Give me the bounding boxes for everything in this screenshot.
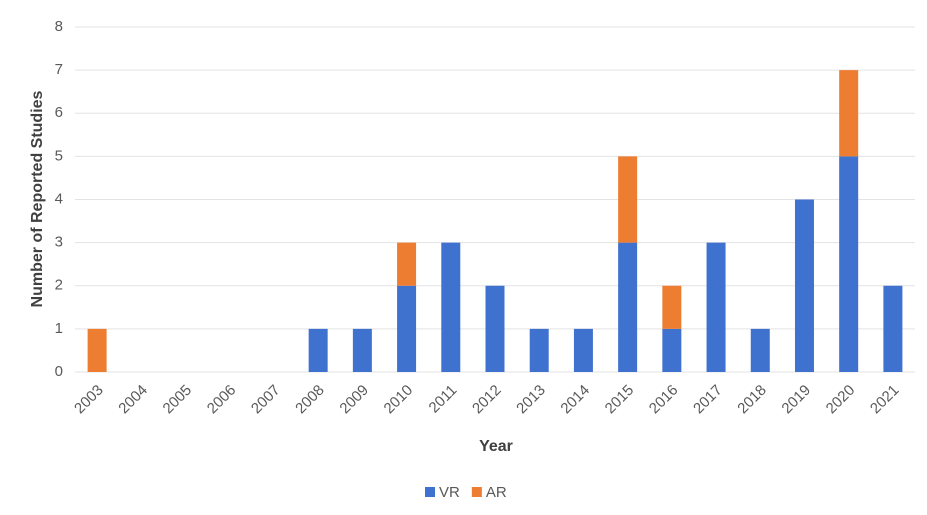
x-tick-label: 2020 (823, 382, 859, 418)
bar-segment (706, 242, 726, 372)
legend-swatch (471, 487, 482, 497)
bar-segment (839, 70, 859, 157)
bar-segment (618, 156, 638, 243)
legend-label: VR (439, 484, 460, 501)
y-tick-label: 8 (55, 18, 63, 35)
x-tick-label: 2015 (602, 382, 638, 418)
y-tick-label: 2 (55, 277, 63, 294)
x-tick-label: 2006 (204, 382, 240, 418)
bar-segment (573, 328, 593, 372)
bar-segment (352, 328, 372, 372)
x-tick-label: 2011 (426, 382, 461, 417)
y-tick-label: 5 (55, 147, 63, 164)
x-tick-label: 2005 (160, 382, 196, 418)
bar-segment (397, 285, 417, 372)
x-tick-label: 2019 (778, 382, 814, 418)
bar-segment (839, 156, 859, 372)
x-tick-label: 2018 (734, 382, 770, 418)
x-tick-label: 2021 (867, 382, 903, 418)
y-tick-label: 0 (55, 363, 63, 380)
x-tick-label: 2003 (71, 382, 107, 418)
bar-segment (883, 285, 903, 372)
x-tick-label: 2007 (248, 382, 284, 418)
bar-segment (750, 328, 770, 372)
legend-label: AR (486, 484, 507, 501)
bar-segment (529, 328, 549, 372)
x-tick-label: 2012 (469, 382, 505, 418)
x-tick-label: 2013 (513, 382, 549, 418)
y-tick-label: 4 (55, 190, 63, 207)
x-tick-label: 2008 (292, 382, 328, 418)
bar-segment (87, 328, 107, 372)
x-tick-label: 2009 (336, 382, 372, 418)
x-tick-label: 2014 (557, 382, 593, 418)
x-tick-label: 2010 (381, 382, 417, 418)
x-tick-label: 2017 (690, 382, 726, 418)
bar-segment (618, 242, 638, 372)
bar-segment (308, 328, 328, 372)
y-tick-label: 7 (55, 61, 63, 78)
bar-segment (794, 199, 814, 372)
bar-segment (662, 328, 682, 372)
y-tick-label: 6 (55, 104, 63, 121)
y-tick-label: 1 (55, 320, 63, 337)
x-tick-label: 2004 (115, 382, 151, 418)
bar-segment (662, 285, 682, 329)
y-tick-label: 3 (55, 234, 63, 251)
x-tick-label: 2016 (646, 382, 682, 418)
y-axis-title: Number of Reported Studies (29, 90, 46, 307)
legend-swatch (425, 487, 435, 497)
bar-segment (441, 242, 461, 372)
bar-segment (485, 285, 505, 372)
x-axis-title: Year (479, 438, 513, 455)
bar-segment (397, 242, 417, 286)
